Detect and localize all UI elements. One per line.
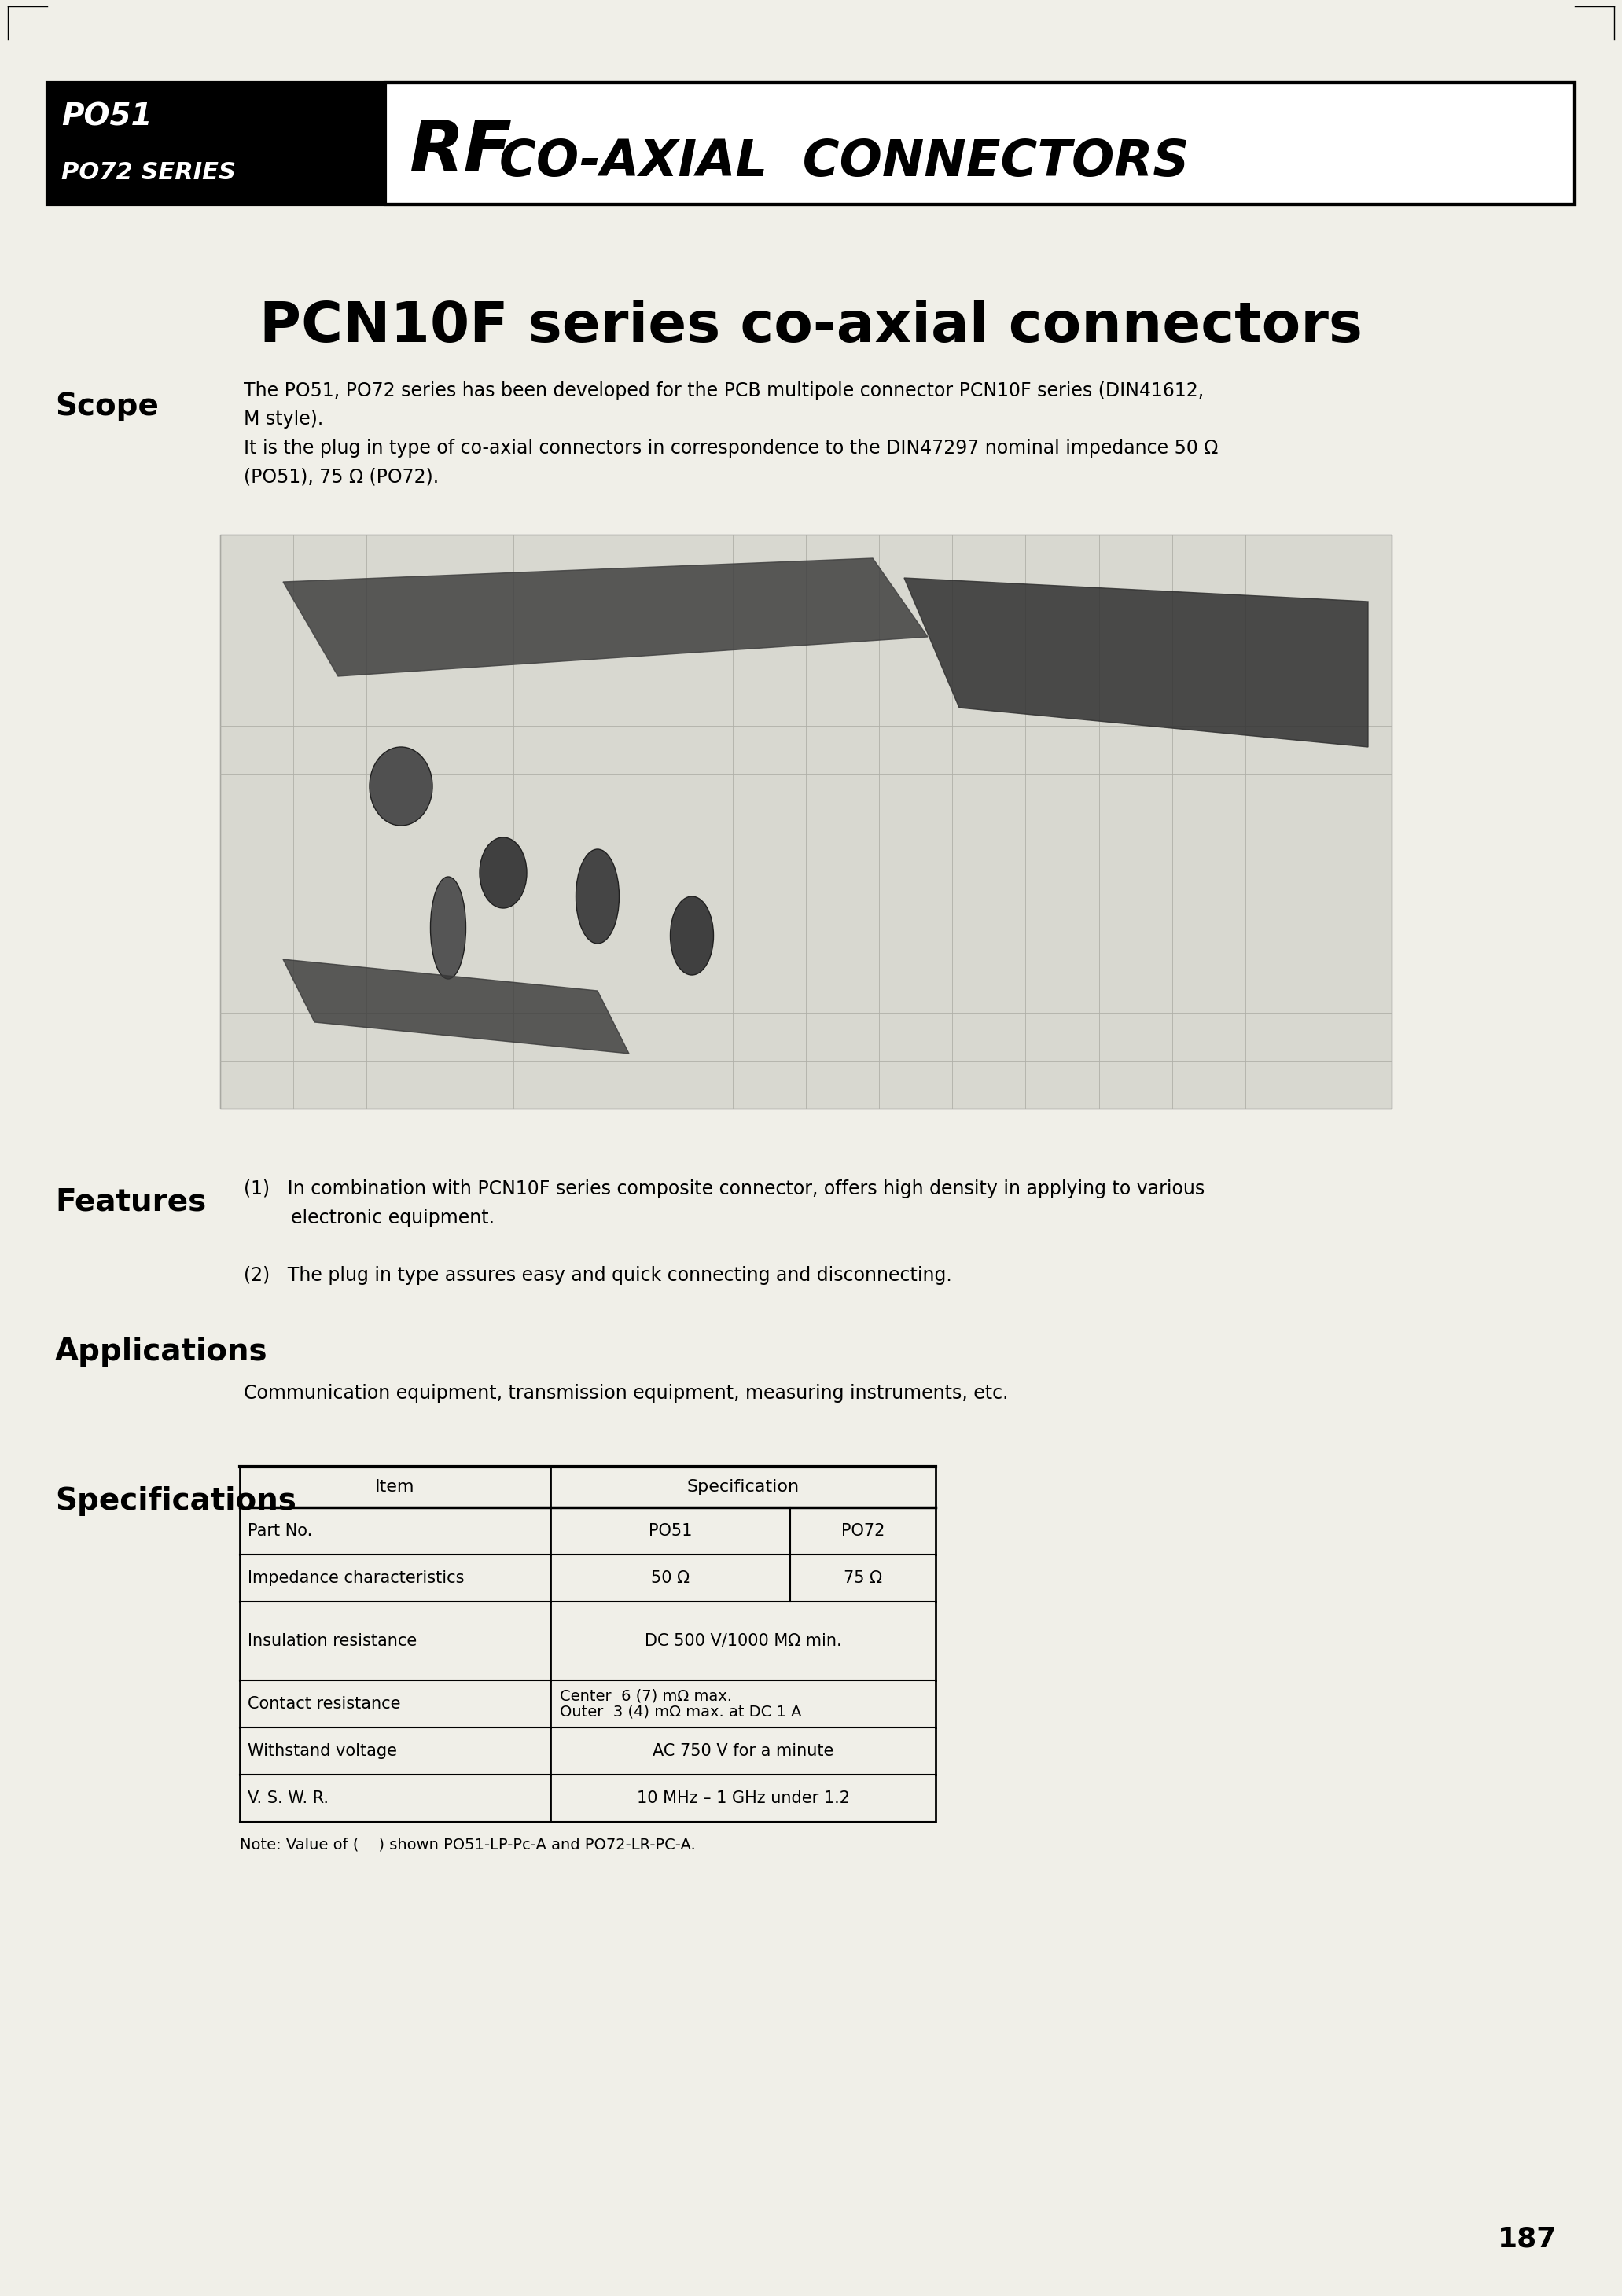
Text: Note: Value of (    ) shown PO51-LP-Pc-A and PO72-LR-PC-A.: Note: Value of ( ) shown PO51-LP-Pc-A an…: [240, 1837, 696, 1853]
Text: Outer  3 (4) mΩ max. at DC 1 A: Outer 3 (4) mΩ max. at DC 1 A: [560, 1704, 801, 1720]
Text: PO72: PO72: [842, 1522, 884, 1538]
Text: 187: 187: [1497, 2225, 1557, 2252]
Text: PO51: PO51: [649, 1522, 693, 1538]
Text: Specifications: Specifications: [55, 1486, 297, 1515]
Text: Insulation resistance: Insulation resistance: [248, 1632, 417, 1649]
Polygon shape: [284, 558, 928, 677]
Ellipse shape: [370, 746, 433, 827]
Text: Center  6 (7) mΩ max.: Center 6 (7) mΩ max.: [560, 1688, 732, 1704]
Ellipse shape: [480, 838, 527, 909]
Text: Specification: Specification: [686, 1479, 800, 1495]
Text: The PO51, PO72 series has been developed for the PCB multipole connector PCN10F : The PO51, PO72 series has been developed…: [243, 381, 1218, 487]
Text: V. S. W. R.: V. S. W. R.: [248, 1791, 329, 1807]
Ellipse shape: [670, 895, 714, 976]
Text: PCN10F series co-axial connectors: PCN10F series co-axial connectors: [260, 298, 1362, 354]
Polygon shape: [284, 960, 629, 1054]
Text: Withstand voltage: Withstand voltage: [248, 1743, 397, 1759]
Text: Applications: Applications: [55, 1336, 268, 1366]
Text: 10 MHz – 1 GHz under 1.2: 10 MHz – 1 GHz under 1.2: [636, 1791, 850, 1807]
Ellipse shape: [576, 850, 620, 944]
Text: DC 500 V/1000 MΩ min.: DC 500 V/1000 MΩ min.: [644, 1632, 842, 1649]
Text: PO72 SERIES: PO72 SERIES: [62, 161, 235, 184]
Text: AC 750 V for a minute: AC 750 V for a minute: [652, 1743, 834, 1759]
Text: Contact resistance: Contact resistance: [248, 1697, 401, 1713]
Bar: [47, 83, 386, 204]
Bar: [221, 535, 1392, 1109]
Text: 75 Ω: 75 Ω: [843, 1570, 882, 1587]
Ellipse shape: [430, 877, 466, 978]
Text: (1)   In combination with PCN10F series composite connector, offers high density: (1) In combination with PCN10F series co…: [243, 1180, 1205, 1228]
Polygon shape: [903, 579, 1367, 746]
Text: CO-AXIAL  CONNECTORS: CO-AXIAL CONNECTORS: [500, 138, 1189, 186]
Text: Scope: Scope: [55, 393, 159, 422]
Text: PO51: PO51: [62, 101, 152, 131]
Text: RF: RF: [409, 117, 513, 186]
Text: (2)   The plug in type assures easy and quick connecting and disconnecting.: (2) The plug in type assures easy and qu…: [243, 1265, 952, 1286]
Text: Impedance characteristics: Impedance characteristics: [248, 1570, 464, 1587]
Bar: [386, 83, 1575, 204]
Text: Part No.: Part No.: [248, 1522, 313, 1538]
Text: Features: Features: [55, 1187, 206, 1217]
Bar: [47, 83, 1575, 204]
Text: Item: Item: [375, 1479, 415, 1495]
Text: Communication equipment, transmission equipment, measuring instruments, etc.: Communication equipment, transmission eq…: [243, 1384, 1009, 1403]
Text: 50 Ω: 50 Ω: [650, 1570, 689, 1587]
